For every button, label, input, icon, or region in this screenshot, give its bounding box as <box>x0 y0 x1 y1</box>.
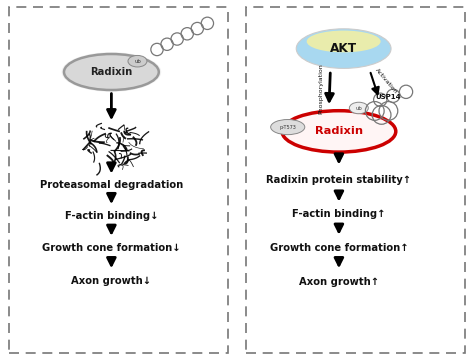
Ellipse shape <box>282 111 396 152</box>
Text: ub: ub <box>134 59 141 64</box>
Bar <box>246 7 465 353</box>
Text: F-actin binding↑: F-actin binding↑ <box>292 209 386 219</box>
Text: Radixin: Radixin <box>315 126 363 136</box>
Text: Radixin: Radixin <box>90 67 133 77</box>
Text: ub: ub <box>356 105 362 111</box>
Ellipse shape <box>296 29 391 68</box>
Ellipse shape <box>349 102 368 114</box>
Ellipse shape <box>64 54 159 90</box>
Text: USP14: USP14 <box>376 94 401 100</box>
Ellipse shape <box>128 55 147 67</box>
Ellipse shape <box>271 120 305 135</box>
Text: F-actin binding↓: F-actin binding↓ <box>64 211 158 221</box>
Text: AKT: AKT <box>330 42 357 55</box>
Ellipse shape <box>307 31 381 52</box>
Bar <box>9 7 228 353</box>
Text: Radixin protein stability↑: Radixin protein stability↑ <box>266 175 411 185</box>
Text: Axon growth↑: Axon growth↑ <box>299 276 379 287</box>
Ellipse shape <box>62 52 161 92</box>
Text: Phosphorylation: Phosphorylation <box>319 63 324 114</box>
Text: Proteasomal degradation: Proteasomal degradation <box>40 180 183 190</box>
Text: Axon growth↓: Axon growth↓ <box>71 276 152 286</box>
Text: Growth cone formation↓: Growth cone formation↓ <box>42 243 181 253</box>
Text: Growth cone formation↑: Growth cone formation↑ <box>270 243 408 253</box>
Text: Activation: Activation <box>374 67 398 95</box>
Text: p-T573: p-T573 <box>279 125 296 130</box>
